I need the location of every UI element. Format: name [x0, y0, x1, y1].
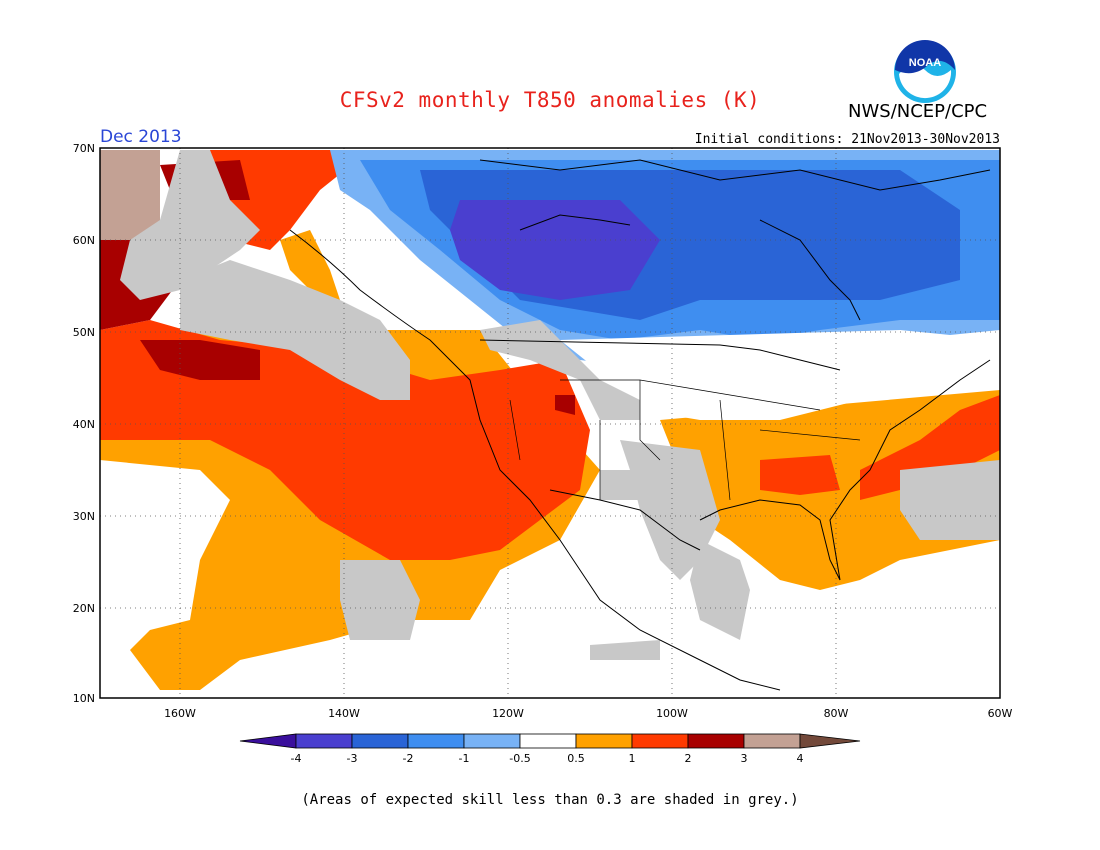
lon-label: 160W [164, 707, 196, 720]
map-frame [99, 147, 1001, 699]
colorbar [239, 733, 861, 749]
initial-conditions: Initial conditions: 21Nov2013-30Nov2013 [694, 132, 1000, 147]
lat-label: 70N [73, 142, 95, 155]
colorbar-label: -1 [459, 752, 470, 765]
anomaly-field [100, 148, 1000, 698]
lon-label: 60W [988, 707, 1013, 720]
colorbar-segment [687, 733, 745, 749]
colorbar-segment [575, 733, 633, 749]
colorbar-label: -2 [403, 752, 414, 765]
colorbar-label: 0.5 [567, 752, 585, 765]
colorbar-segment [295, 733, 353, 749]
logo-text: NOAA [909, 57, 941, 69]
colorbar-label: -0.5 [509, 752, 530, 765]
latitude-axis: 70N 60N 50N 40N 30N 20N 10N [73, 142, 95, 705]
lat-label: 20N [73, 602, 95, 615]
forecast-period: Dec 2013 [100, 127, 182, 147]
lat-label: 10N [73, 692, 95, 705]
organization-label: NWS/NCEP/CPC [848, 101, 988, 122]
colorbar-segment [407, 733, 465, 749]
colorbar-labels: -4 -3 -2 -1 -0.5 0.5 1 2 3 4 [291, 752, 804, 765]
colorbar-segment [743, 733, 801, 749]
colorbar-segment [463, 733, 521, 749]
lon-label: 80W [824, 707, 849, 720]
lon-label: 140W [328, 707, 360, 720]
lon-label: 120W [492, 707, 524, 720]
colorbar-segment [239, 733, 297, 749]
noaa-logo: NOAA [893, 40, 957, 104]
colorbar-label: 1 [629, 752, 636, 765]
lat-label: 30N [73, 510, 95, 523]
skill-footnote: (Areas of expected skill less than 0.3 a… [301, 792, 799, 808]
colorbar-segment [519, 733, 577, 749]
colorbar-label: -4 [291, 752, 302, 765]
colorbar-label: 4 [797, 752, 804, 765]
colorbar-segment [351, 733, 409, 749]
lon-label: 100W [656, 707, 688, 720]
colorbar-label: 2 [685, 752, 692, 765]
colorbar-label: 3 [741, 752, 748, 765]
lat-label: 40N [73, 418, 95, 431]
lat-label: 50N [73, 326, 95, 339]
map-title: CFSv2 monthly T850 anomalies (K) [339, 88, 761, 112]
colorbar-segment [631, 733, 689, 749]
longitude-axis: 160W 140W 120W 100W 80W 60W [164, 707, 1012, 720]
colorbar-label: -3 [347, 752, 358, 765]
colorbar-segment [799, 733, 861, 749]
lat-label: 60N [73, 234, 95, 247]
